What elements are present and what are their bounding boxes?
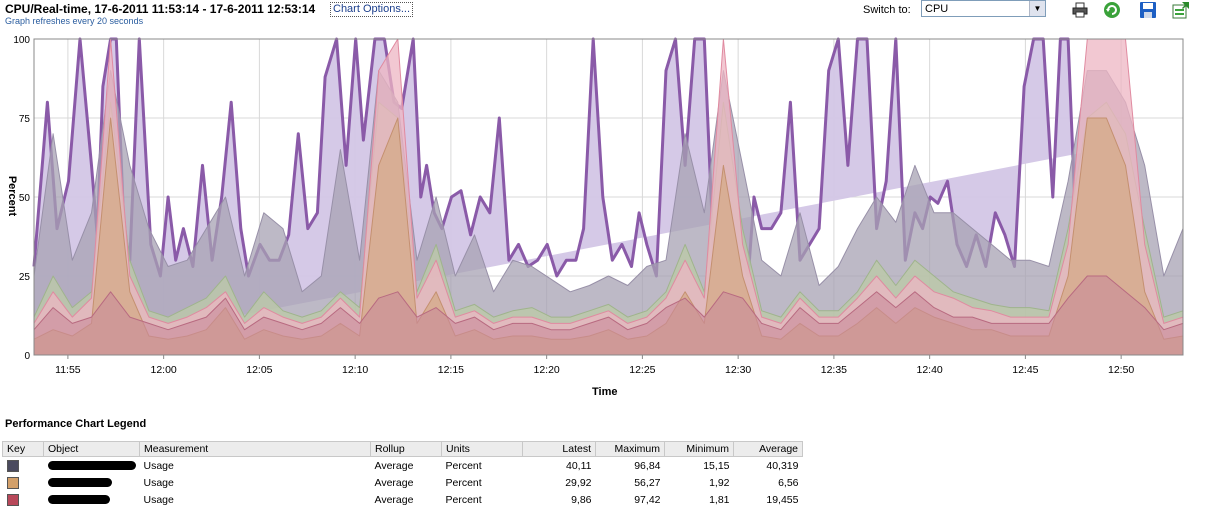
legend-row[interactable]: Usage Average Percent 29,92 56,27 1,92 6… — [3, 474, 803, 491]
save-icon[interactable] — [1139, 1, 1157, 19]
legend-latest: 29,92 — [565, 476, 592, 489]
series-line-gray — [33, 70, 1184, 293]
y-tick-label: 75 — [19, 114, 31, 125]
switch-to-value: CPU — [925, 3, 949, 15]
x-tick-label: 12:50 — [1108, 364, 1134, 376]
switch-to-select[interactable]: CPU ▼ — [921, 0, 1046, 17]
x-tick-label: 12:15 — [438, 364, 464, 376]
col-maximum[interactable]: Maximum — [595, 441, 665, 457]
legend-maximum: 96,84 — [634, 459, 661, 472]
plot-frame — [33, 38, 1184, 356]
legend-header-row: Key Object Measurement Rollup Units Late… — [2, 441, 803, 457]
legend-row[interactable]: Usage Average Percent 9,86 97,42 1,81 19… — [3, 491, 803, 508]
y-tick-label: 50 — [19, 193, 31, 204]
x-tick-label: 12:20 — [534, 364, 560, 376]
col-object[interactable]: Object — [43, 441, 140, 457]
legend-average: 6,56 — [778, 476, 799, 489]
x-tick-label: 12:45 — [1012, 364, 1038, 376]
cpu-chart: 0 25 50 75 100 11:55 12:00 12:05 12:10 12:15 12:2… — [13, 35, 1184, 376]
legend-rollup: Average — [374, 459, 414, 472]
legend-latest: 9,86 — [571, 493, 592, 506]
x-tick-label: 12:25 — [629, 364, 655, 376]
legend-units: Percent — [445, 476, 482, 489]
col-key[interactable]: Key — [2, 441, 44, 457]
x-tick-label: 12:35 — [821, 364, 847, 376]
legend-rollup: Average — [374, 493, 414, 506]
chart-options-link[interactable]: Chart Options... — [330, 2, 414, 17]
col-minimum[interactable]: Minimum — [664, 441, 734, 457]
legend-row[interactable]: Usage Average Percent 40,11 96,84 15,15 … — [3, 457, 803, 475]
legend-rollup: Average — [374, 476, 414, 489]
series-area-gray — [34, 70, 1183, 355]
legend-table: Key Object Measurement Rollup Units Late… — [2, 441, 803, 508]
y-tick-label: 100 — [13, 35, 30, 46]
x-tick-label: 12:40 — [917, 364, 943, 376]
x-tick-label: 12:10 — [342, 364, 368, 376]
col-latest[interactable]: Latest — [522, 441, 596, 457]
chevron-down-icon[interactable]: ▼ — [1029, 1, 1045, 16]
x-axis-ticks: 11:55 12:00 12:05 12:10 12:15 12:20 12:25 12:30… — [55, 355, 1134, 376]
y-axis-ticks: 0 25 50 75 100 — [13, 35, 30, 362]
refresh-note: Graph refreshes every 20 seconds — [5, 16, 144, 26]
series-line-pink — [33, 38, 1184, 324]
legend-average: 40,319 — [766, 459, 799, 472]
x-tick-label: 11:55 — [55, 364, 81, 376]
legend-measurement: Usage — [143, 459, 174, 472]
redacted-object — [47, 461, 136, 471]
chart-title: CPU/Real-time, 17-6-2011 11:53:14 - 17-6… — [5, 2, 316, 16]
y-tick-label: 0 — [24, 351, 30, 362]
series-area-green — [34, 102, 1183, 355]
legend-swatch — [6, 459, 19, 472]
legend-minimum: 15,15 — [703, 459, 730, 472]
export-icon[interactable] — [1172, 1, 1190, 19]
col-average[interactable]: Average — [733, 441, 803, 457]
col-rollup[interactable]: Rollup — [370, 441, 442, 457]
legend-minimum: 1,92 — [709, 476, 730, 489]
series-line-green — [33, 101, 1184, 318]
legend-latest: 40,11 — [566, 459, 592, 472]
y-tick-label: 25 — [19, 272, 31, 283]
switch-to-label: Switch to: — [863, 4, 911, 16]
refresh-icon[interactable] — [1103, 1, 1121, 19]
legend-units: Percent — [445, 493, 482, 506]
series-line-rose — [33, 275, 1184, 331]
legend-swatch — [6, 476, 19, 489]
x-axis-label: Time — [592, 386, 618, 398]
printer-icon[interactable] — [1071, 1, 1089, 19]
legend-measurement: Usage — [143, 476, 174, 489]
chart-areas — [32, 37, 1184, 355]
legend-measurement: Usage — [143, 493, 174, 506]
x-tick-label: 12:30 — [725, 364, 751, 376]
legend-maximum: 56,27 — [634, 476, 661, 489]
redacted-object — [47, 478, 112, 488]
y-axis-label: Percent — [6, 175, 19, 217]
x-tick-label: 12:00 — [151, 364, 177, 376]
x-tick-label: 12:05 — [246, 364, 272, 376]
legend-title: Performance Chart Legend — [5, 418, 147, 430]
col-measurement[interactable]: Measurement — [139, 441, 371, 457]
series-area-total — [34, 39, 1099, 355]
legend-minimum: 1,81 — [709, 493, 730, 506]
series-area-rose — [34, 276, 1183, 355]
legend-units: Percent — [445, 459, 482, 472]
legend-swatch — [6, 493, 19, 506]
legend-maximum: 97,42 — [634, 493, 661, 506]
col-units[interactable]: Units — [441, 441, 523, 457]
redacted-object — [47, 495, 110, 505]
legend-average: 19,455 — [766, 493, 799, 506]
